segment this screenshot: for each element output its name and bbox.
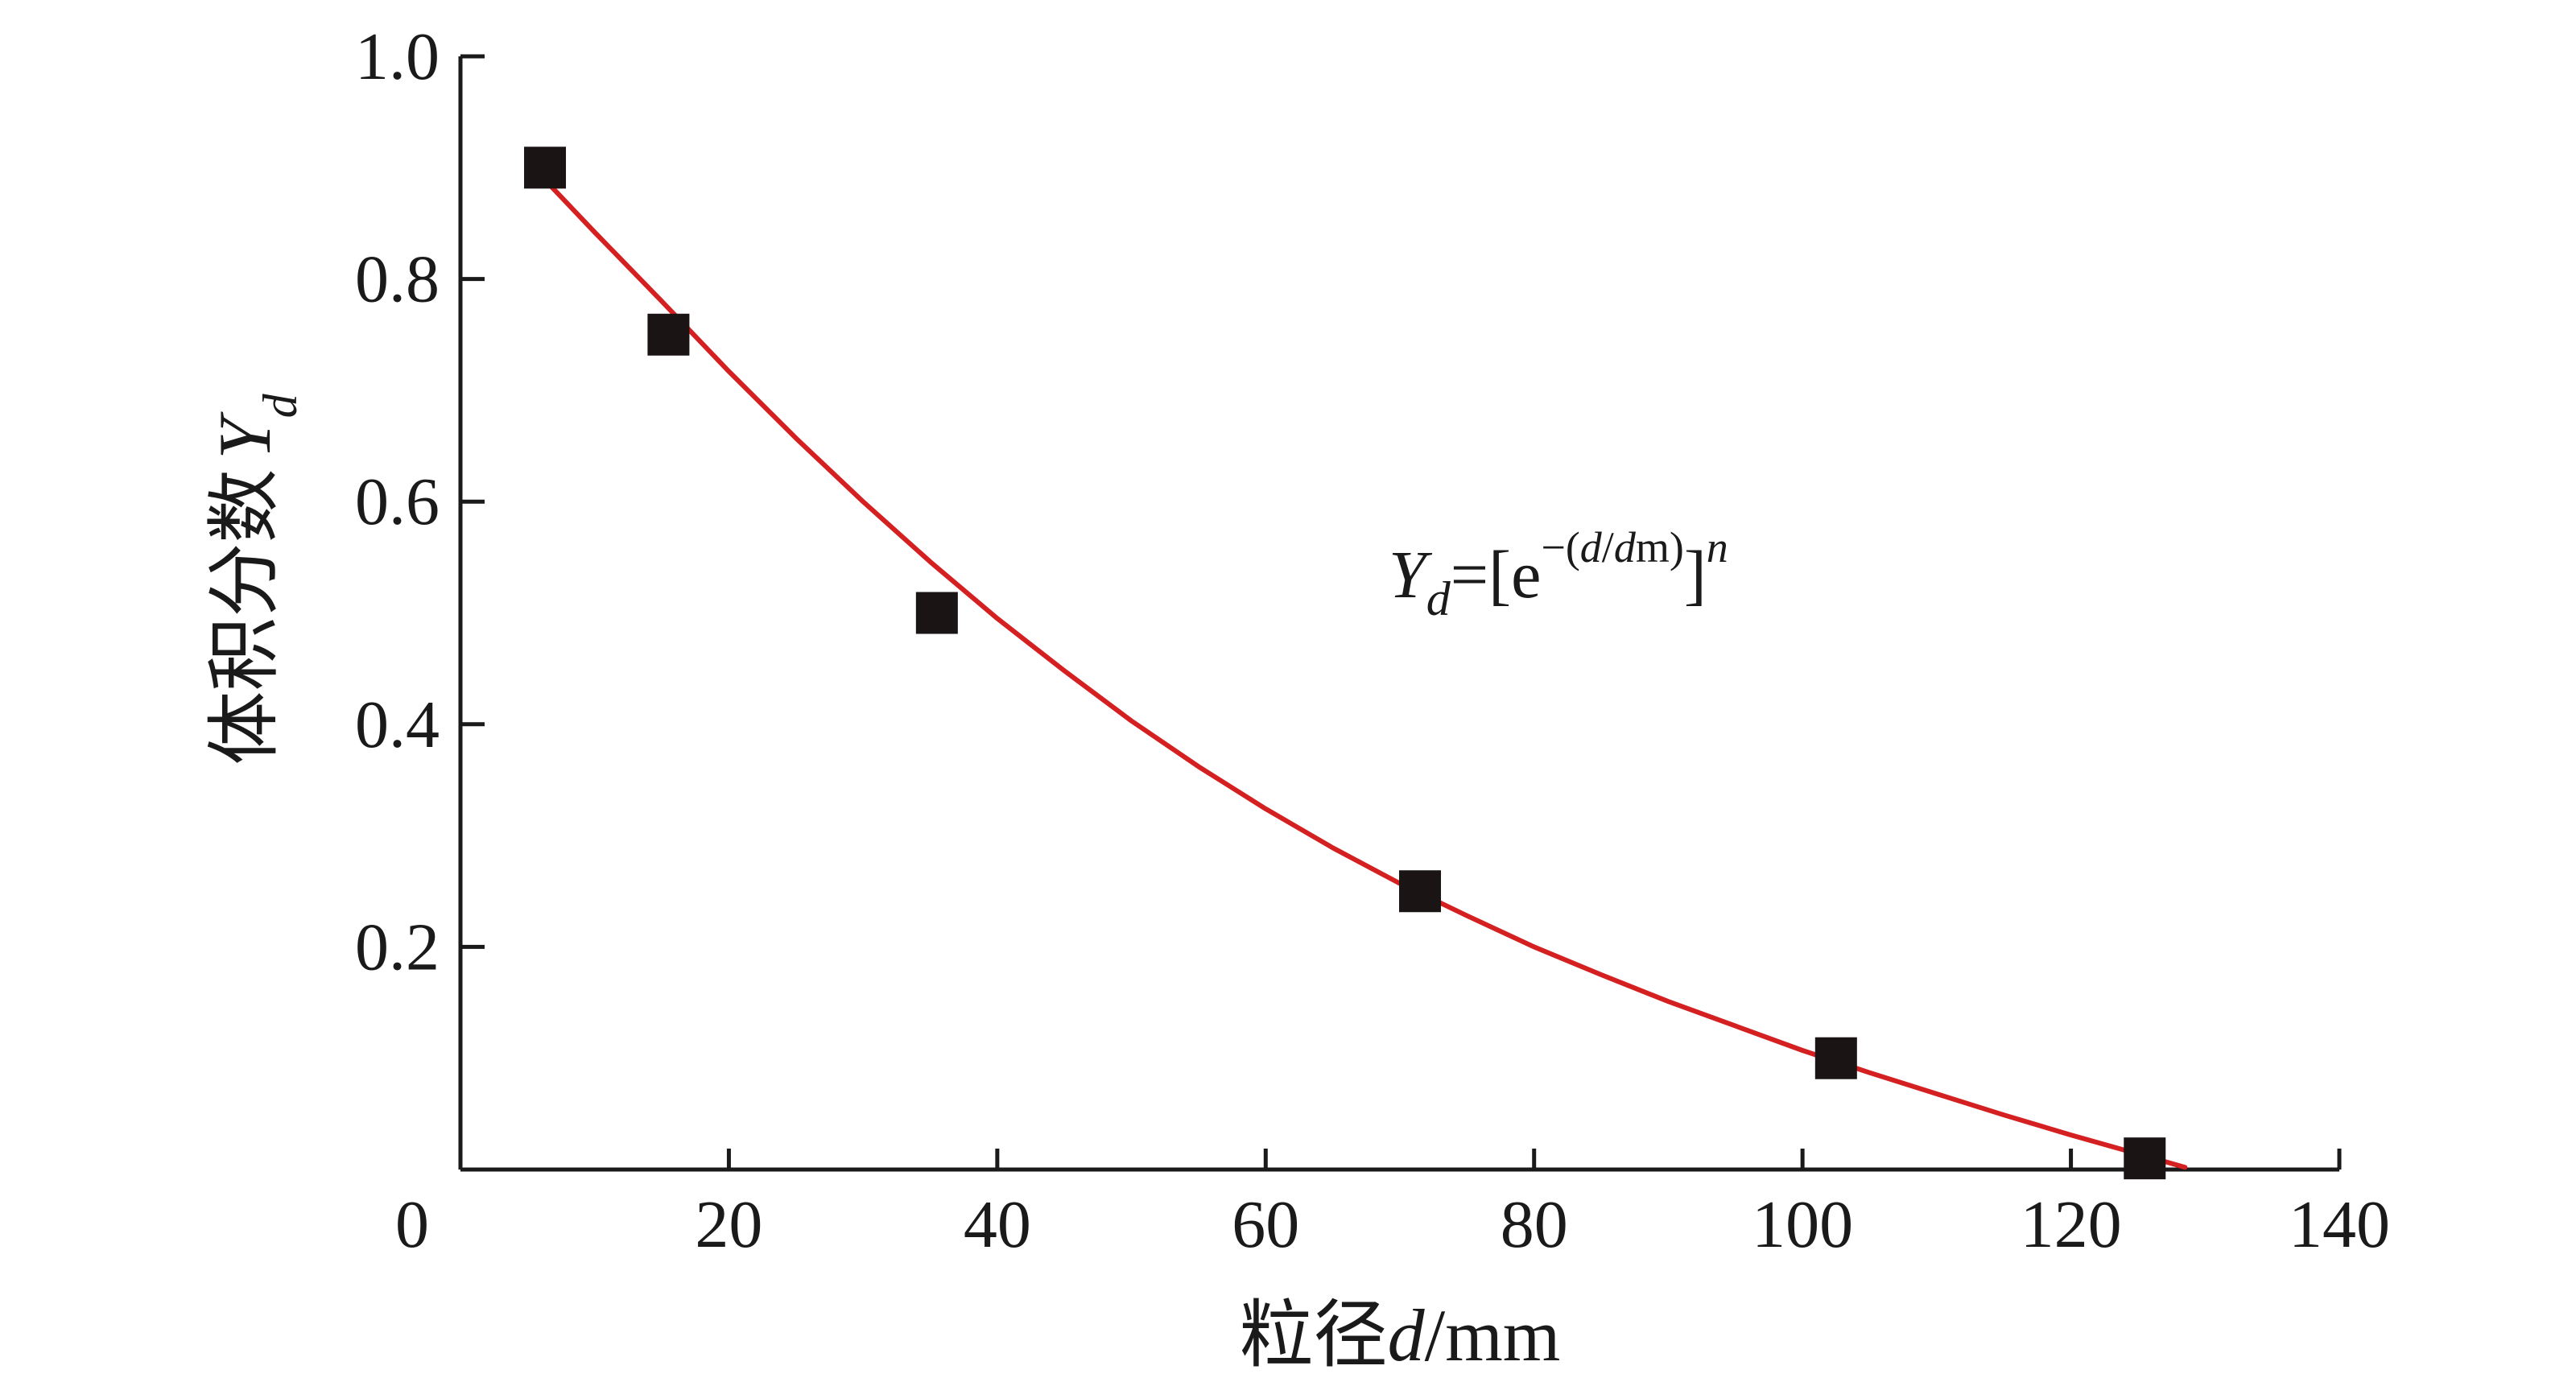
x-axis-label-var: d <box>1388 1294 1426 1376</box>
fit-equation-close: ] <box>1684 538 1707 613</box>
data-point-marker <box>1814 1037 1857 1079</box>
fit-equation-y: Y <box>1389 538 1433 613</box>
x-axis-label: 粒径d/mm <box>1240 1294 1561 1376</box>
x-axis-label-prefix: 粒径 <box>1240 1294 1388 1376</box>
data-point-marker <box>2124 1137 2166 1180</box>
fit-equation-exp-minus: −( <box>1541 523 1579 571</box>
series-layer <box>524 146 2188 1180</box>
data-point-marker <box>647 313 690 356</box>
x-tick-label: 60 <box>1232 1187 1299 1262</box>
fit-equation-exp-d: d <box>1580 523 1603 571</box>
x-tick-label: 140 <box>2289 1187 2390 1262</box>
axes <box>458 56 2339 1172</box>
data-point-marker <box>1399 870 1442 913</box>
y-tick-label: 0.8 <box>355 242 440 317</box>
y-axis-label-sub: d <box>254 393 307 418</box>
x-tick-label: 20 <box>695 1187 762 1262</box>
x-tick-label: 80 <box>1501 1187 1568 1262</box>
fit-equation-exp-slash: / <box>1602 523 1614 571</box>
fit-equation: Yd=[e−(d/dm)]n <box>1389 523 1728 625</box>
fit-equation-open: =[e <box>1451 538 1542 613</box>
y-tick-label: 1.0 <box>355 19 440 94</box>
fit-curve <box>543 177 2188 1170</box>
x-tick-label: 0 <box>395 1187 429 1262</box>
y-ticks: 0.2 0.4 0.6 0.8 1.0 <box>355 19 485 984</box>
fit-equation-power: n <box>1707 523 1728 571</box>
y-axis-label: 体积分数 Yd <box>204 393 307 765</box>
fit-equation-y-sub: d <box>1426 572 1451 625</box>
x-tick-label: 40 <box>964 1187 1031 1262</box>
y-axis-label-var: Y <box>204 411 286 460</box>
x-ticks: 0 20 40 60 80 100 120 140 <box>395 1149 2390 1262</box>
y-axis-label-prefix: 体积分数 <box>204 469 286 765</box>
x-axis-label-suffix: /mm <box>1425 1294 1561 1376</box>
y-tick-label: 0.2 <box>355 910 440 984</box>
x-tick-label: 100 <box>1752 1187 1853 1262</box>
y-tick-label: 0.6 <box>355 464 440 539</box>
data-point-marker <box>915 592 958 634</box>
fit-equation-exp-dm-sub: m <box>1636 523 1670 571</box>
fit-equation-exp-close: ) <box>1670 523 1684 571</box>
y-tick-label: 0.4 <box>355 687 440 762</box>
x-tick-label: 120 <box>2021 1187 2122 1262</box>
data-point-marker <box>524 146 567 189</box>
fit-equation-exp-dm: d <box>1614 523 1637 571</box>
